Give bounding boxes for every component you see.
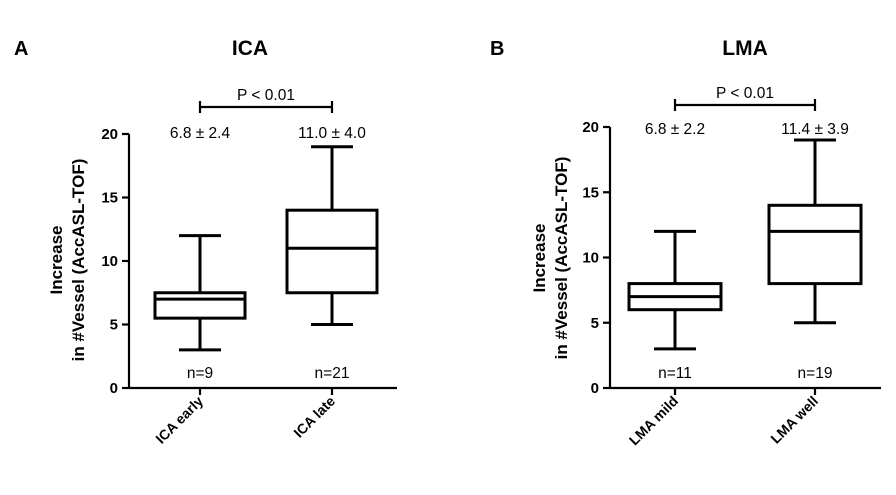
x-category-label: ICA early — [152, 393, 206, 447]
p-value-label: P < 0.01 — [716, 85, 774, 102]
plot-area-a: 0 5 10 15 20 ICA early n=9 6.8 ± 2.4 ICA late n=2… — [101, 87, 397, 447]
p-value-label: P < 0.01 — [237, 87, 295, 104]
y-axis-label-line1: Increase — [530, 224, 549, 293]
sample-size-label: n=11 — [658, 365, 692, 382]
panel-letter-b: B — [490, 38, 504, 60]
y-tick-label: 15 — [101, 190, 118, 207]
y-axis-label-line2: in #Vessel (AccASL-TOF) — [69, 159, 88, 362]
iqr-box — [153, 291, 247, 320]
y-tick-label: 15 — [582, 184, 599, 201]
iqr-box — [285, 208, 379, 295]
y-tick-label: 20 — [582, 119, 599, 136]
mean-sd-label: 11.4 ± 3.9 — [781, 121, 849, 138]
y-axis-label-line2: in #Vessel (AccASL-TOF) — [552, 157, 571, 360]
chart-title-lma: LMA — [722, 37, 768, 60]
chart-title-ica: ICA — [232, 37, 268, 60]
panel-a: A ICA Increase in #Vessel (AccASL-TOF) 0… — [14, 37, 397, 447]
x-category-label: ICA late — [290, 393, 338, 441]
y-tick-label: 20 — [101, 126, 118, 143]
panel-letter-a: A — [14, 38, 28, 60]
y-axis-label-line1: Increase — [47, 226, 66, 295]
sample-size-label: n=9 — [187, 365, 213, 382]
mean-sd-label: 11.0 ± 4.0 — [298, 125, 366, 142]
iqr-box — [767, 203, 863, 286]
sample-size-label: n=19 — [798, 365, 833, 382]
y-tick-label: 0 — [110, 380, 118, 397]
mean-sd-label: 6.8 ± 2.2 — [645, 121, 705, 138]
y-tick-label: 5 — [110, 317, 118, 334]
x-category-label: LMA well — [767, 393, 821, 447]
x-category-label: LMA mild — [626, 393, 681, 448]
y-tick-label: 0 — [591, 380, 599, 397]
sample-size-label: n=21 — [315, 365, 350, 382]
y-tick-label: 10 — [101, 253, 118, 270]
y-tick-label: 10 — [582, 250, 599, 267]
panel-b: B LMA Increase in #Vessel (AccASL-TOF) 0… — [490, 37, 881, 448]
mean-sd-label: 6.8 ± 2.4 — [170, 125, 231, 142]
y-tick-label: 5 — [591, 315, 599, 332]
plot-area-b: 0 5 10 15 20 LMA mild n=11 6.8 ± 2.2 LMA well n=1… — [582, 85, 881, 448]
